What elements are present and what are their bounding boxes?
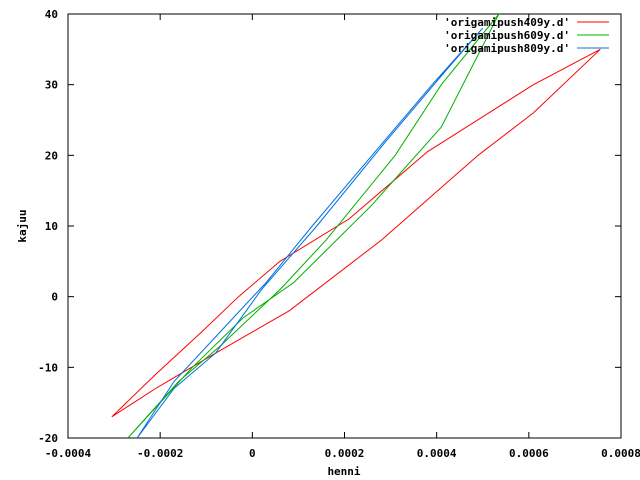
legend-label: 'origamipush809y.d' bbox=[444, 42, 570, 55]
x-tick-label: -0.0002 bbox=[137, 447, 183, 460]
series-line-3 bbox=[136, 27, 484, 438]
x-tick-label: 0.0004 bbox=[417, 447, 457, 460]
y-tick-label: -10 bbox=[38, 361, 58, 374]
y-tick-label: 10 bbox=[45, 220, 58, 233]
legend: 'origamipush409y.d''origamipush609y.d''o… bbox=[444, 16, 609, 55]
y-tick-label: -20 bbox=[38, 432, 58, 445]
y-tick-label: 0 bbox=[51, 291, 58, 304]
y-tick-label: 20 bbox=[45, 149, 58, 162]
plot-frame bbox=[67, 13, 622, 439]
y-tick-label: 30 bbox=[45, 79, 58, 92]
series-line-2 bbox=[127, 14, 500, 438]
legend-label: 'origamipush409y.d' bbox=[444, 16, 570, 29]
x-tick-label: -0.0004 bbox=[45, 447, 92, 460]
legend-label: 'origamipush609y.d' bbox=[444, 29, 570, 42]
series-line-1 bbox=[111, 48, 601, 418]
x-tick-label: 0.0006 bbox=[509, 447, 549, 460]
x-tick-label: 0.0008 bbox=[601, 447, 640, 460]
x-axis-label: henni bbox=[327, 465, 360, 478]
x-tick-label: 0.0002 bbox=[325, 447, 365, 460]
x-tick-label: 0 bbox=[249, 447, 256, 460]
y-tick-label: 40 bbox=[45, 8, 58, 21]
series-layer bbox=[111, 14, 601, 438]
y-axis-label: kajuu bbox=[16, 209, 29, 242]
ticks: -0.0004 -0.0002 0 0.0002 0.0004 0.0006 0.0008 -… bbox=[38, 8, 640, 460]
